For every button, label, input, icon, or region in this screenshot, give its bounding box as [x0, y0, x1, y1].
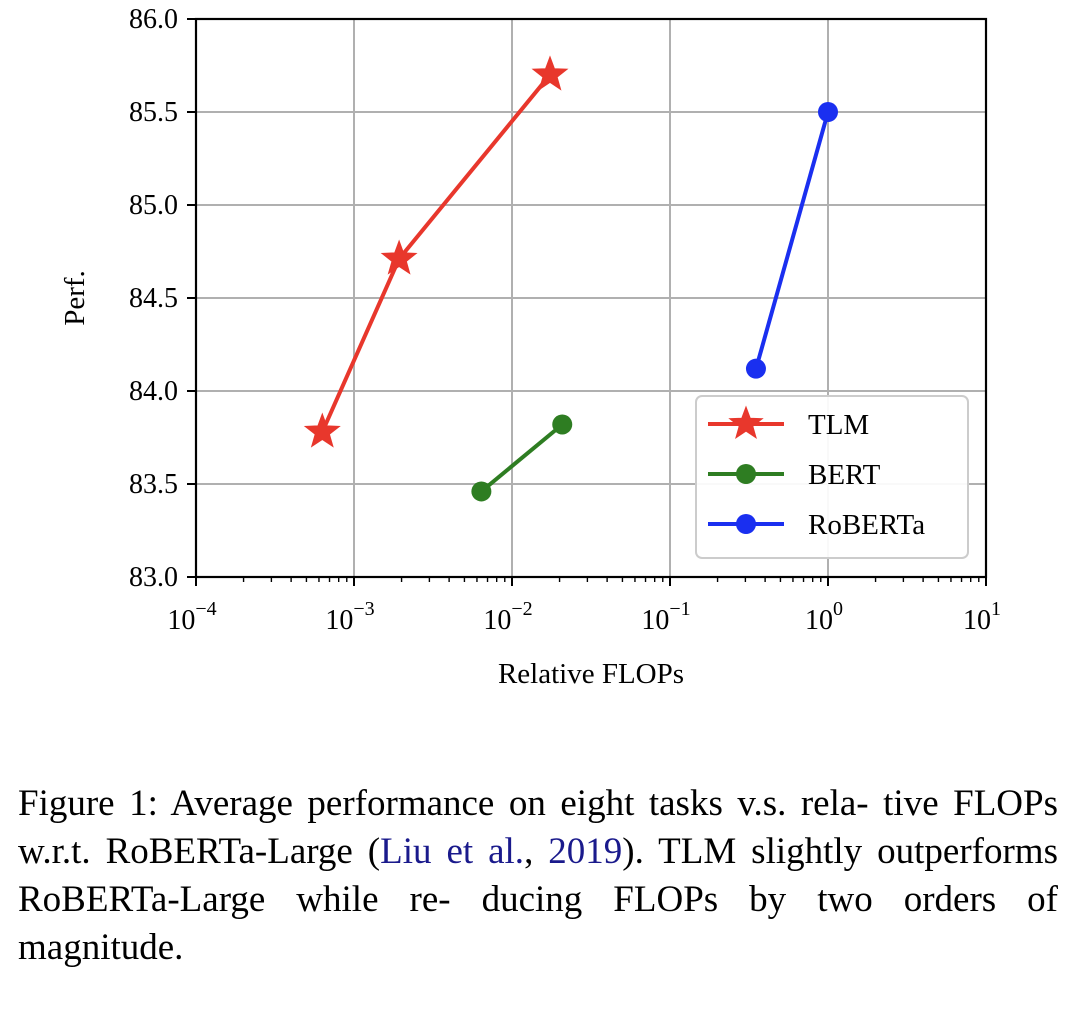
- x-tick-label: 101: [963, 598, 1001, 636]
- tlm-point: [303, 412, 341, 448]
- legend-entry-tlm: TLM: [708, 405, 869, 441]
- y-tick-label: 83.0: [129, 562, 178, 593]
- y-tick-label: 85.0: [129, 190, 178, 221]
- y-tick-label: 83.5: [129, 469, 178, 500]
- legend-marker-tlm: [728, 405, 764, 439]
- x-tick-label: 10−2: [483, 598, 532, 636]
- figure-caption: Figure 1: Average performance on eight t…: [18, 780, 1058, 972]
- x-axis-label: Relative FLOPs: [498, 658, 684, 690]
- x-tick-label: 10−3: [325, 598, 374, 636]
- series-bert: [471, 414, 573, 502]
- legend-label-tlm: TLM: [808, 409, 869, 441]
- axis-ticks: 10−4 10−3 10−2 10−1 100 101 83.0 83.5 84.0 84.5 85…: [129, 4, 1001, 636]
- bert-line: [480, 422, 564, 493]
- citation-year-link[interactable]: 2019: [548, 831, 623, 872]
- bert-point: [471, 481, 492, 502]
- y-tick-label: 85.5: [129, 97, 178, 128]
- citation-separator: ,: [524, 831, 549, 872]
- roberta-point: [818, 102, 838, 122]
- legend-label-bert: BERT: [808, 459, 881, 491]
- caption-text-end: ). TLM slightly outperforms RoBERTa-Larg…: [18, 831, 1058, 968]
- legend-marker-bert: [736, 464, 756, 484]
- chart-svg: 10−4 10−3 10−2 10−1 100 101 83.0 83.5 84.0 84.5 85…: [59, 4, 1001, 690]
- series-layer: [303, 55, 838, 502]
- roberta-point: [745, 358, 766, 379]
- y-tick-label: 86.0: [129, 4, 178, 35]
- series-roberta: [745, 102, 838, 379]
- y-tick-label: 84.5: [129, 283, 178, 314]
- tlm-point: [531, 55, 569, 91]
- bert-point: [552, 414, 573, 435]
- tlm-point: [380, 239, 418, 275]
- roberta-line: [754, 111, 830, 370]
- legend-box: [695, 395, 969, 559]
- x-tick-label: 100: [805, 598, 843, 636]
- chart-figure: 10−4 10−3 10−2 10−1 100 101 83.0 83.5 84.0 84.5 85…: [59, 4, 1001, 690]
- legend: TLM BERT RoBERTa: [695, 395, 969, 559]
- tlm-line: [320, 73, 552, 433]
- citation-author-link[interactable]: Liu et al.: [380, 831, 525, 872]
- y-tick-label: 84.0: [129, 376, 178, 407]
- y-axis-label: Perf.: [59, 270, 91, 326]
- x-tick-label: 10−4: [167, 598, 216, 636]
- x-tick-label: 10−1: [641, 598, 690, 636]
- legend-marker-roberta: [736, 514, 756, 534]
- caption-text-start: Figure 1: Average performance on eight t…: [18, 783, 1058, 872]
- legend-label-roberta: RoBERTa: [808, 509, 925, 541]
- legend-entry-roberta: RoBERTa: [708, 509, 925, 541]
- series-tlm: [303, 55, 569, 448]
- legend-entry-bert: BERT: [708, 459, 881, 491]
